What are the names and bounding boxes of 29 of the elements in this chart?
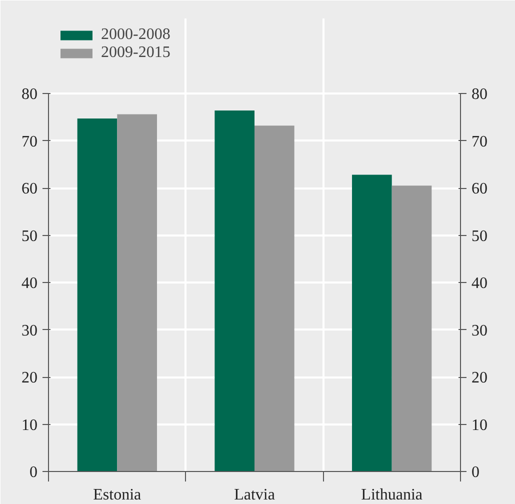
x-tick-label: Lithuania — [361, 486, 422, 504]
bar — [352, 174, 392, 472]
y-tick-label: 10 — [22, 416, 38, 434]
bar — [392, 186, 432, 472]
y-tick-label: 30 — [22, 322, 38, 340]
y-tick-label: 70 — [22, 133, 38, 150]
x-tick-label: Estonia — [93, 486, 142, 504]
y2-tick-label: 70 — [472, 133, 488, 150]
y-tick-label: 60 — [22, 180, 38, 198]
y-tick-label: 20 — [22, 370, 38, 386]
bar — [77, 118, 118, 472]
x-tick-label: Latvia — [234, 486, 275, 504]
y2-tick-label: 30 — [472, 322, 488, 340]
legend-label: 2009-2015 — [101, 44, 170, 62]
y2-tick-label: 20 — [472, 370, 488, 386]
legend-label: 2000-2008 — [101, 26, 170, 44]
y2-tick-label: 0 — [472, 464, 480, 481]
y2-tick-label: 60 — [472, 180, 488, 198]
y2-tick-label: 80 — [472, 86, 488, 103]
y-tick-label: 50 — [22, 228, 38, 245]
y2-tick-label: 10 — [472, 416, 488, 434]
y-tick-label: 0 — [30, 464, 38, 481]
y2-tick-label: 50 — [472, 228, 488, 245]
bar — [254, 126, 294, 472]
y-tick-label: 80 — [22, 86, 38, 103]
y2-tick-label: 40 — [472, 275, 488, 292]
y-tick-label: 40 — [22, 275, 38, 292]
bar — [117, 114, 157, 472]
bar — [214, 110, 254, 472]
